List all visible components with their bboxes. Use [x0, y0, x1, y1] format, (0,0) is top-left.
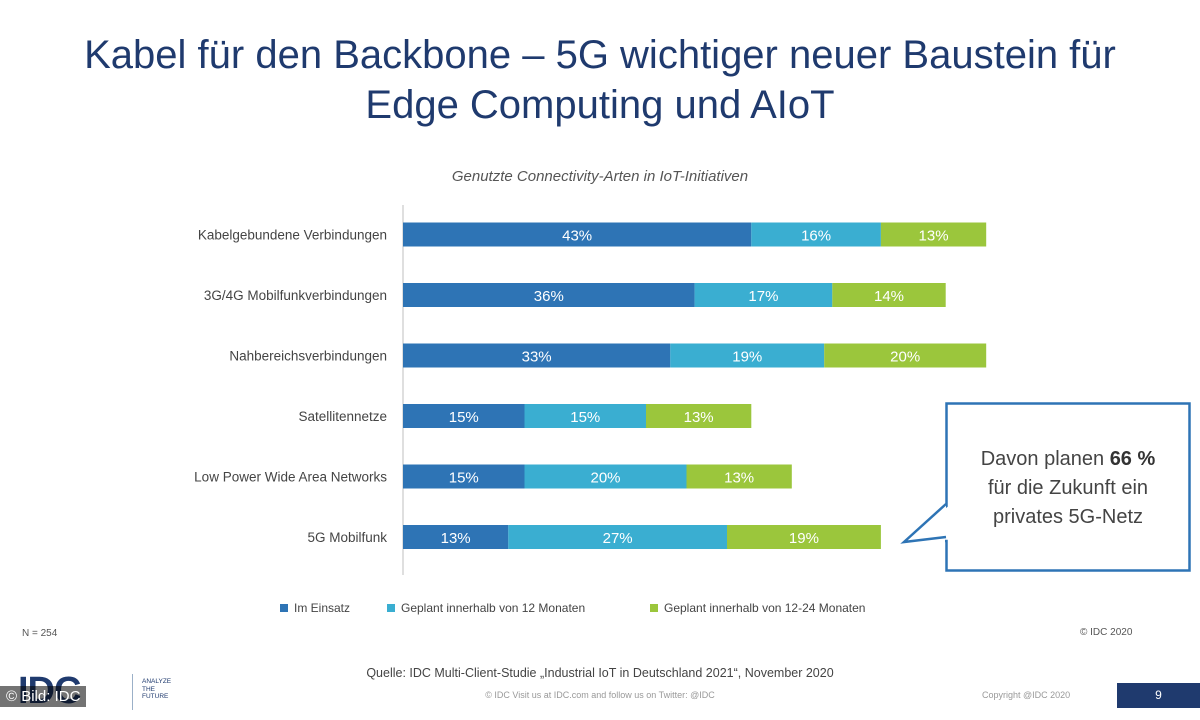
- page-number: 9: [1117, 683, 1200, 708]
- chart-copyright: © IDC 2020: [1080, 627, 1133, 638]
- data-label: 15%: [449, 409, 479, 426]
- category-label: 3G/4G Mobilfunkverbindungen: [204, 288, 387, 303]
- legend-label-3: Geplant innerhalb von 12-24 Monaten: [664, 601, 866, 615]
- bar-segment: [524, 464, 687, 489]
- category-label: Nahbereichsverbindungen: [229, 349, 387, 364]
- bar-segment: [403, 343, 671, 368]
- data-label: 17%: [748, 288, 778, 305]
- callout-line-3: privates 5G-Netz: [992, 506, 1144, 528]
- logo-tagline-3: FUTURE: [142, 693, 169, 700]
- data-label: 13%: [441, 530, 471, 547]
- category-label: 5G Mobilfunk: [307, 530, 387, 545]
- legend-swatch-2: [387, 604, 395, 612]
- logo-tagline: ANALYZE THE FUTURE: [142, 678, 171, 701]
- data-label: 13%: [919, 228, 949, 245]
- data-label: 15%: [570, 409, 600, 426]
- category-label: Satellitennetze: [298, 409, 387, 424]
- footer-copyright: Copyright @IDC 2020: [982, 690, 1071, 700]
- callout-line-2: für die Zukunft ein: [987, 477, 1149, 499]
- legend-swatch-1: [280, 604, 288, 612]
- bar-segment: [524, 404, 646, 428]
- logo-tagline-1: ANALYZE: [142, 678, 172, 685]
- bar-segment: [403, 222, 752, 247]
- sample-size: N = 254: [22, 628, 58, 639]
- image-credit: © Bild: IDC: [0, 686, 87, 707]
- callout-pointer: [900, 503, 947, 544]
- bar-segment: [880, 222, 987, 247]
- data-label: 43%: [562, 228, 592, 245]
- data-label: 13%: [724, 470, 754, 487]
- slide-title: Kabel für den Backbone – 5G wichtiger ne…: [0, 30, 1200, 130]
- title-line-1: Kabel für den Backbone – 5G wichtiger ne…: [84, 33, 1116, 77]
- data-label: 36%: [534, 288, 564, 305]
- logo-divider: [132, 674, 133, 710]
- title-line-2: Edge Computing und AIoT: [365, 83, 835, 127]
- bar-segment: [694, 283, 833, 307]
- logo-tagline-2: THE: [142, 685, 155, 693]
- bar-segment: [686, 464, 792, 489]
- legend-item-3: Geplant innerhalb von 12-24 Monaten: [650, 601, 865, 615]
- data-label: 14%: [874, 288, 904, 305]
- bar-segment: [403, 464, 525, 489]
- data-label: 27%: [603, 530, 633, 547]
- callout-highlight: 66 %: [1109, 448, 1156, 470]
- legend-label-1: Im Einsatz: [294, 601, 351, 615]
- bar-segment: [832, 283, 946, 307]
- bar-segment: [403, 283, 695, 307]
- bar-segment: [824, 343, 987, 368]
- data-label: 20%: [890, 349, 920, 366]
- source-note: Quelle: IDC Multi-Client-Studie „Industr…: [366, 666, 834, 680]
- bar-segment: [727, 525, 881, 549]
- legend-swatch-3: [650, 604, 658, 612]
- bar-segment: [508, 525, 727, 549]
- legend-item-2: Geplant innerhalb von 12 Monaten: [387, 601, 585, 615]
- data-label: 20%: [590, 470, 620, 487]
- data-label: 13%: [684, 409, 714, 426]
- data-label: 19%: [732, 349, 762, 366]
- bar-segment: [403, 525, 509, 549]
- legend-item-1: Im Einsatz: [280, 601, 350, 615]
- callout-line-1: Davon planen 66 %: [980, 448, 1156, 470]
- data-label: 33%: [522, 349, 552, 366]
- bar-segment: [670, 343, 825, 368]
- bar-segment: [403, 404, 525, 428]
- chart-title: Genutzte Connectivity-Arten in IoT-Initi…: [451, 168, 749, 185]
- bar-segment: [646, 404, 752, 428]
- callout-box: [945, 402, 1191, 572]
- footer-text: © IDC Visit us at IDC.com and follow us …: [485, 690, 715, 700]
- data-label: 16%: [801, 228, 831, 245]
- category-label: Kabelgebundene Verbindungen: [198, 228, 387, 243]
- callout-text: Davon planen 66 % für die Zukunft ein pr…: [945, 445, 1191, 532]
- data-label: 19%: [789, 530, 819, 547]
- legend-label-2: Geplant innerhalb von 12 Monaten: [401, 601, 586, 615]
- category-label: Low Power Wide Area Networks: [194, 470, 387, 485]
- data-label: 15%: [449, 470, 479, 487]
- bar-segment: [751, 222, 881, 247]
